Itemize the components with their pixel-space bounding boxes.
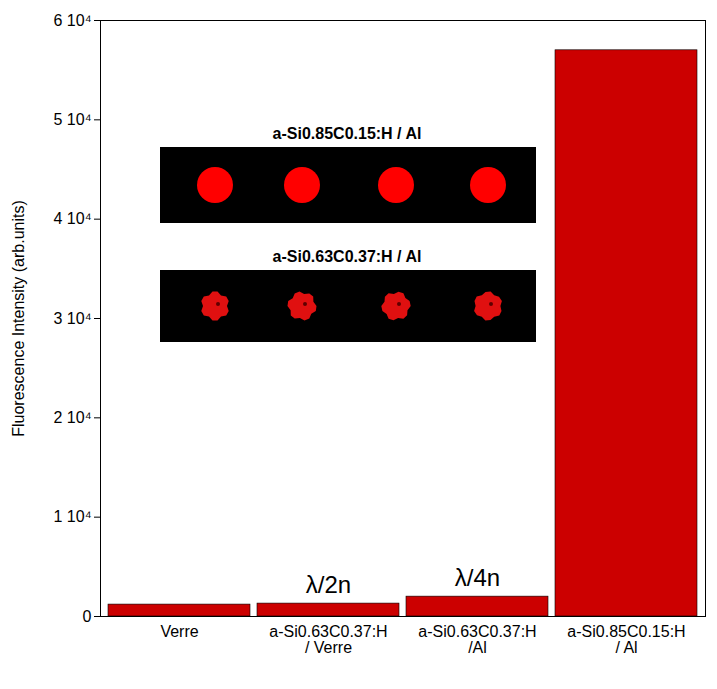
svg-text:2 10⁴: 2 10⁴ <box>53 409 91 426</box>
svg-text:0: 0 <box>83 608 92 625</box>
svg-text:1 10⁴: 1 10⁴ <box>53 508 91 525</box>
svg-text:a-Si0.63C0.37:H/ Verre: a-Si0.63C0.37:H/ Verre <box>269 623 387 656</box>
svg-text:4 10⁴: 4 10⁴ <box>53 210 91 227</box>
svg-text:λ/2n: λ/2n <box>306 571 351 598</box>
svg-text:Fluorescence Intensity (arb.un: Fluorescence Intensity (arb.units) <box>10 200 27 437</box>
svg-text:3 10⁴: 3 10⁴ <box>53 310 91 327</box>
svg-text:a-Si0.85C0.15:H/ Al: a-Si0.85C0.15:H/ Al <box>567 623 685 656</box>
svg-text:a-Si0.63C0.37:H/Al: a-Si0.63C0.37:H/Al <box>418 623 536 656</box>
svg-text:Verre: Verre <box>160 623 198 640</box>
svg-text:6 10⁴: 6 10⁴ <box>53 12 91 29</box>
svg-text:λ/4n: λ/4n <box>455 564 500 591</box>
svg-text:5 10⁴: 5 10⁴ <box>53 111 91 128</box>
svg-text:a-Si0.85C0.15:H / Al: a-Si0.85C0.15:H / Al <box>273 125 422 142</box>
svg-text:a-Si0.63C0.37:H / Al: a-Si0.63C0.37:H / Al <box>273 248 422 265</box>
